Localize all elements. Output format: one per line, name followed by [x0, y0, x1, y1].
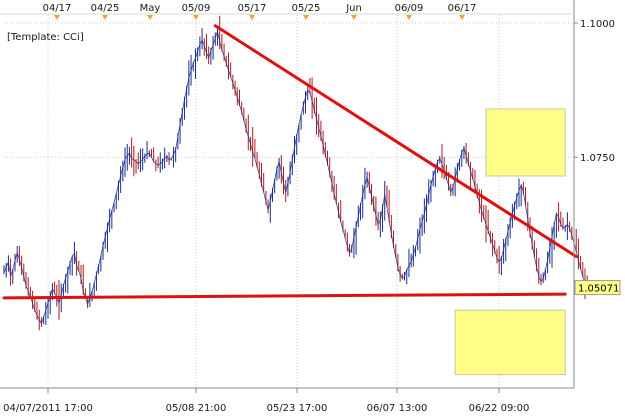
y-tick-label: 1.1000 [580, 19, 615, 30]
top-date-tick-label: 04/25 [91, 3, 120, 14]
y-axis-ticks: 1.1000 1.0750 [574, 19, 615, 164]
grid-lines [4, 15, 574, 388]
current-price-label: 1.05071 [574, 280, 621, 296]
top-date-marker [193, 15, 199, 20]
highlight-boxes [454, 108, 566, 376]
resistance-trendline [213, 24, 578, 259]
top-date-tick-label: 05/17 [238, 3, 267, 14]
x-tick-label: 05/23 17:00 [267, 403, 328, 414]
top-date-tick-label: 06/09 [395, 3, 424, 14]
top-date-marker [54, 15, 60, 20]
axes [0, 0, 575, 389]
price-line [3, 29, 588, 325]
top-date-marker [147, 15, 153, 20]
top-date-tick-label: May [140, 3, 161, 14]
current-price-value: 1.05071 [578, 284, 619, 295]
top-date-marker [102, 15, 108, 20]
template-label: [Template: CCi] [7, 32, 84, 43]
price-series [3, 15, 588, 331]
top-date-marker [351, 15, 357, 20]
bottom-time-ticks: 04/07/2011 17:00 05/08 21:00 05/23 17:00 06… [3, 388, 529, 414]
top-date-marker [249, 15, 255, 20]
trendlines [2, 24, 578, 300]
top-date-marker [459, 15, 465, 20]
x-tick-label: 06/07 13:00 [367, 403, 428, 414]
top-date-tick-label: 05/09 [182, 3, 211, 14]
top-date-marker [303, 15, 309, 20]
top-date-ticks: 04/17 04/25 May 05/09 05/17 05/25 Jun 06/09 06/1… [43, 3, 477, 20]
top-date-tick-label: 04/17 [43, 3, 72, 14]
x-tick-label: 04/07/2011 17:00 [3, 403, 93, 414]
x-tick-label: 05/08 21:00 [166, 403, 227, 414]
highlight-box-2 [454, 309, 566, 376]
current-price-label-bg [574, 280, 621, 296]
y-tick-label: 1.0750 [580, 153, 615, 164]
highlight-box-1 [485, 108, 566, 177]
top-date-tick-label: Jun [345, 3, 362, 14]
top-date-tick-label: 05/25 [292, 3, 321, 14]
top-date-marker [406, 15, 412, 20]
x-tick-label: 06/22 09:00 [469, 403, 530, 414]
support-trendline [2, 292, 567, 300]
top-date-tick-label: 06/17 [448, 3, 477, 14]
